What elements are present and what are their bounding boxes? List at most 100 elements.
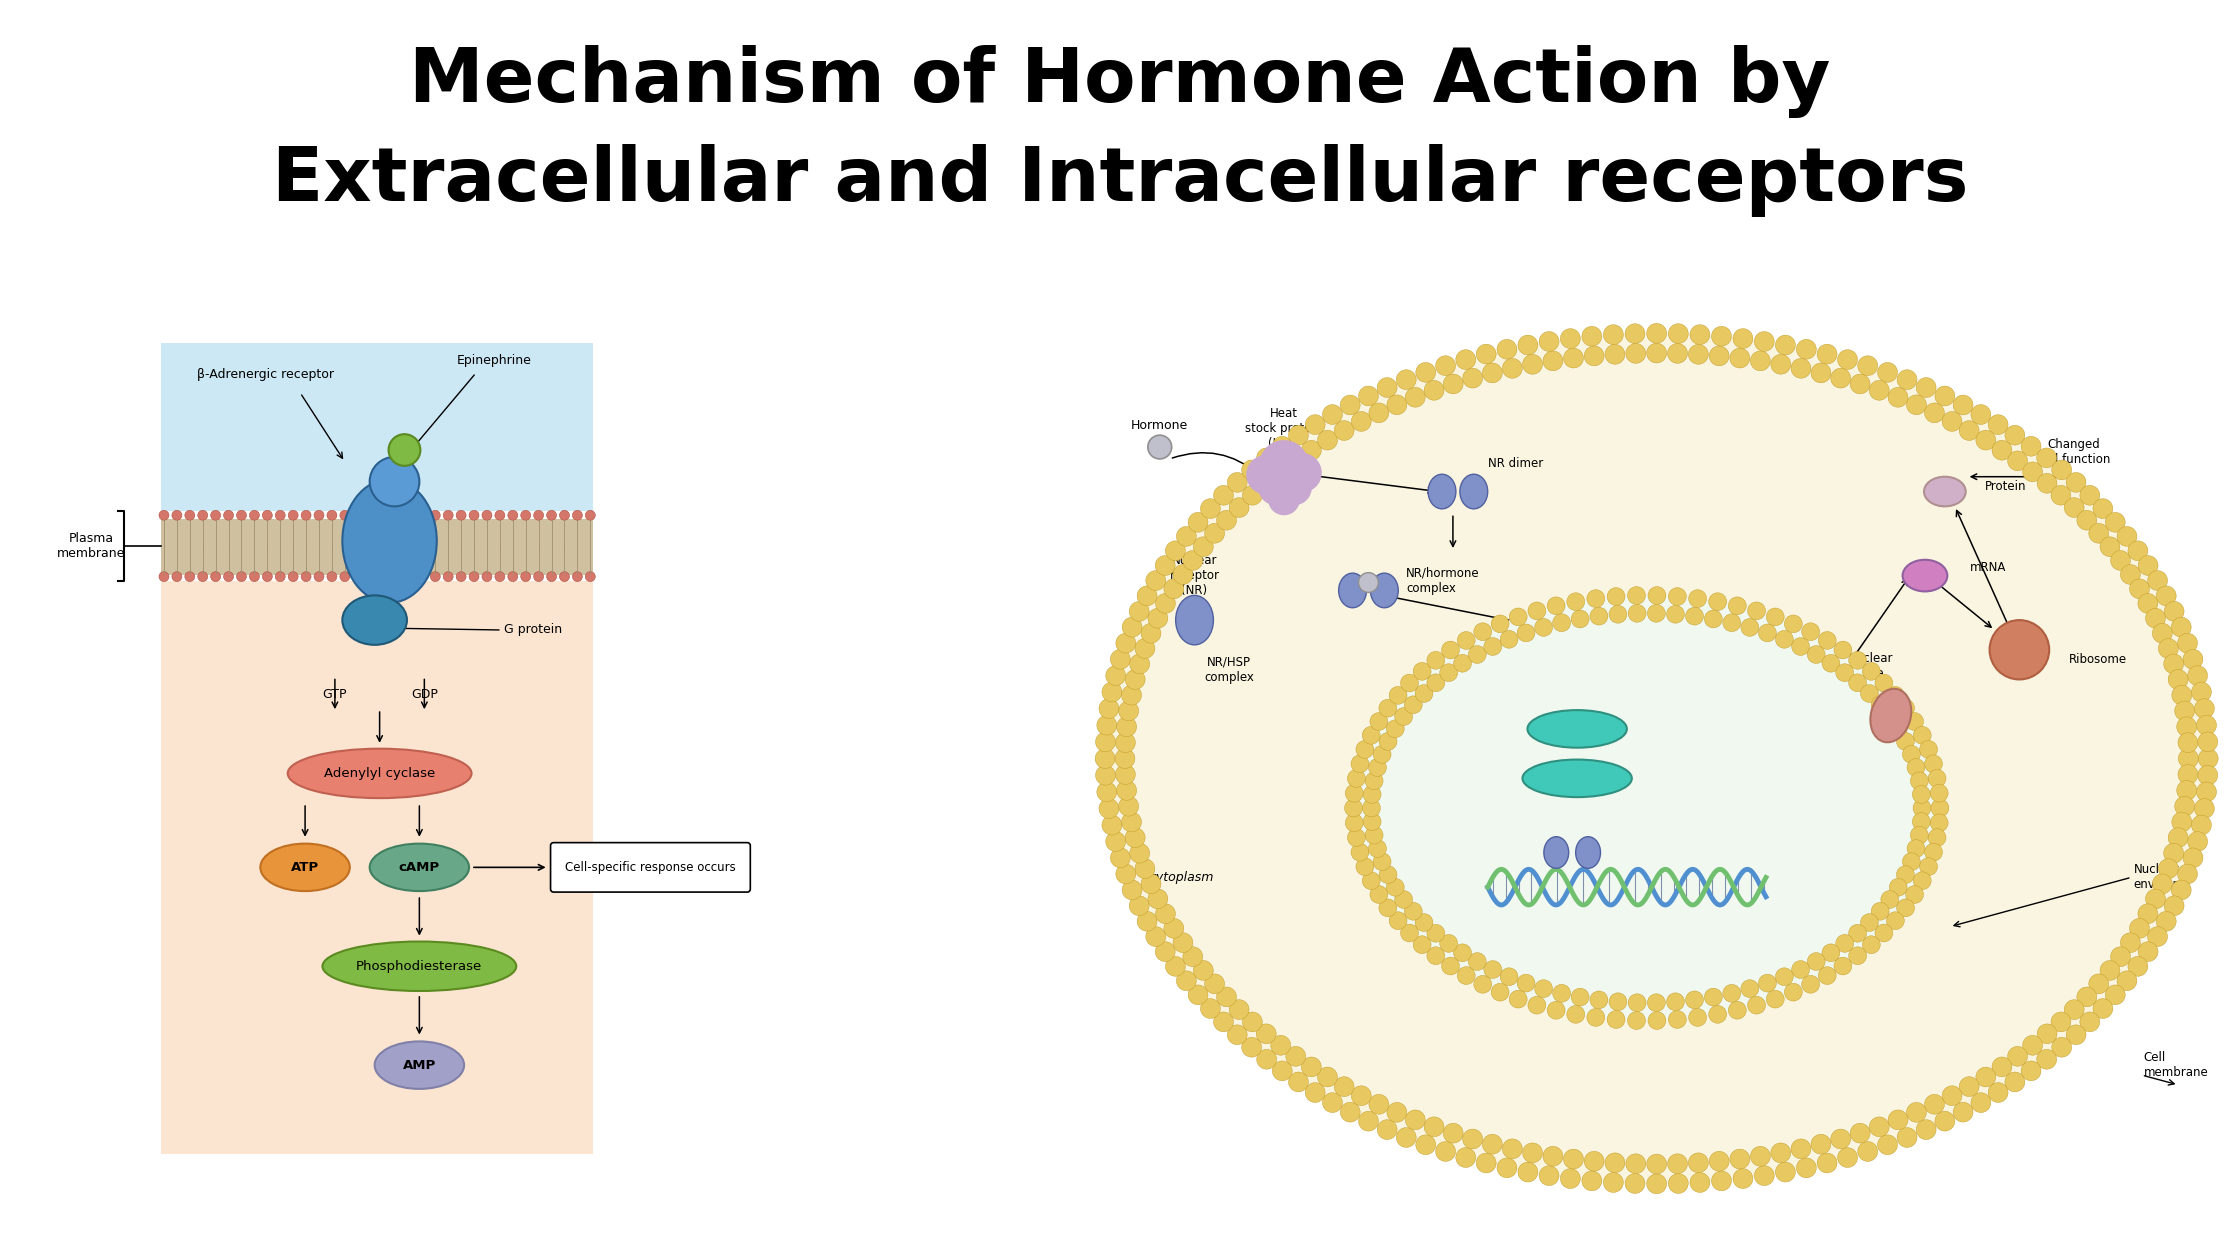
Circle shape: [2157, 586, 2177, 606]
Circle shape: [2065, 1024, 2085, 1045]
Circle shape: [1888, 1110, 1908, 1130]
Circle shape: [2110, 946, 2130, 966]
Circle shape: [1348, 829, 1366, 847]
Circle shape: [1380, 732, 1398, 750]
Ellipse shape: [560, 510, 569, 520]
Text: Adenylyl cyclase: Adenylyl cyclase: [325, 767, 435, 780]
Circle shape: [1346, 784, 1364, 803]
Circle shape: [1483, 638, 1501, 655]
Circle shape: [2184, 649, 2202, 669]
Circle shape: [1241, 460, 1261, 480]
Ellipse shape: [300, 572, 311, 582]
Text: Plasma
membrane: Plasma membrane: [58, 532, 125, 559]
Circle shape: [2175, 796, 2195, 816]
Circle shape: [1364, 772, 1382, 790]
Circle shape: [1301, 1057, 1322, 1077]
Circle shape: [1754, 1166, 1774, 1186]
Circle shape: [1174, 564, 1194, 585]
Circle shape: [1156, 556, 1176, 576]
Circle shape: [1476, 344, 1496, 364]
Circle shape: [2065, 498, 2083, 518]
Ellipse shape: [1902, 559, 1947, 591]
Circle shape: [1454, 654, 1472, 672]
Circle shape: [1606, 1153, 1624, 1173]
Ellipse shape: [249, 572, 260, 582]
Circle shape: [1942, 1086, 1962, 1105]
Ellipse shape: [1870, 689, 1911, 742]
Circle shape: [1646, 1174, 1667, 1193]
Circle shape: [1427, 651, 1445, 669]
Circle shape: [1116, 733, 1136, 752]
Circle shape: [1590, 607, 1608, 625]
Ellipse shape: [237, 572, 246, 582]
Circle shape: [1165, 541, 1185, 561]
Circle shape: [1626, 1154, 1646, 1173]
Circle shape: [1897, 866, 1915, 883]
Circle shape: [2146, 890, 2166, 908]
Circle shape: [1837, 664, 1855, 682]
Circle shape: [1216, 510, 1236, 530]
Circle shape: [1456, 1148, 1476, 1168]
Circle shape: [1116, 765, 1136, 785]
Circle shape: [1566, 592, 1584, 611]
Circle shape: [2052, 1037, 2072, 1057]
Circle shape: [2157, 911, 2177, 931]
Text: HRE: HRE: [1599, 915, 1624, 929]
Text: Cell
membrane: Cell membrane: [2144, 1051, 2209, 1079]
Circle shape: [1646, 343, 1667, 363]
Circle shape: [2023, 462, 2043, 481]
Circle shape: [1187, 985, 1207, 1004]
Circle shape: [1364, 827, 1382, 844]
Circle shape: [1138, 911, 1158, 931]
Text: Target gene: Target gene: [1716, 915, 1785, 929]
Circle shape: [1122, 879, 1142, 900]
Circle shape: [1458, 631, 1476, 649]
Circle shape: [1454, 944, 1472, 961]
Text: AMP: AMP: [403, 1058, 437, 1072]
Circle shape: [2036, 449, 2056, 467]
Circle shape: [1837, 1148, 1857, 1168]
Circle shape: [1427, 946, 1445, 965]
Circle shape: [1357, 386, 1378, 406]
Text: Cell-specific response occurs: Cell-specific response occurs: [564, 861, 735, 874]
Circle shape: [1915, 378, 1935, 397]
Text: cytoplasm: cytoplasm: [1149, 871, 1214, 883]
Ellipse shape: [533, 510, 544, 520]
Circle shape: [1257, 449, 1277, 467]
Circle shape: [2195, 699, 2215, 718]
Circle shape: [1924, 843, 1942, 861]
Circle shape: [1129, 601, 1149, 621]
Circle shape: [1230, 999, 1250, 1019]
Circle shape: [1906, 713, 1924, 731]
Circle shape: [1667, 344, 1687, 363]
Ellipse shape: [457, 510, 466, 520]
Circle shape: [1259, 440, 1308, 490]
Circle shape: [1649, 587, 1667, 605]
Circle shape: [1785, 615, 1803, 633]
Ellipse shape: [379, 572, 388, 582]
Circle shape: [1241, 1037, 1261, 1057]
Ellipse shape: [520, 572, 531, 582]
Text: NR dimer: NR dimer: [1487, 457, 1543, 470]
FancyBboxPatch shape: [161, 343, 594, 512]
Ellipse shape: [1353, 596, 1940, 1021]
Circle shape: [1935, 386, 1956, 406]
Circle shape: [2164, 843, 2184, 863]
Circle shape: [2197, 748, 2218, 769]
Ellipse shape: [262, 510, 273, 520]
Text: Heat
stock protein
(HSP): Heat stock protein (HSP): [1245, 407, 1322, 450]
Circle shape: [1848, 651, 1866, 669]
Circle shape: [1552, 984, 1570, 1002]
Circle shape: [1122, 617, 1142, 638]
Circle shape: [1991, 1057, 2012, 1077]
Circle shape: [1646, 1154, 1667, 1174]
Ellipse shape: [495, 510, 504, 520]
Circle shape: [2177, 864, 2197, 883]
Circle shape: [1929, 829, 1947, 847]
Circle shape: [2081, 485, 2099, 505]
Circle shape: [2177, 634, 2197, 653]
Ellipse shape: [159, 510, 168, 520]
Circle shape: [1628, 994, 1646, 1012]
Ellipse shape: [417, 572, 428, 582]
Circle shape: [1711, 326, 1732, 347]
